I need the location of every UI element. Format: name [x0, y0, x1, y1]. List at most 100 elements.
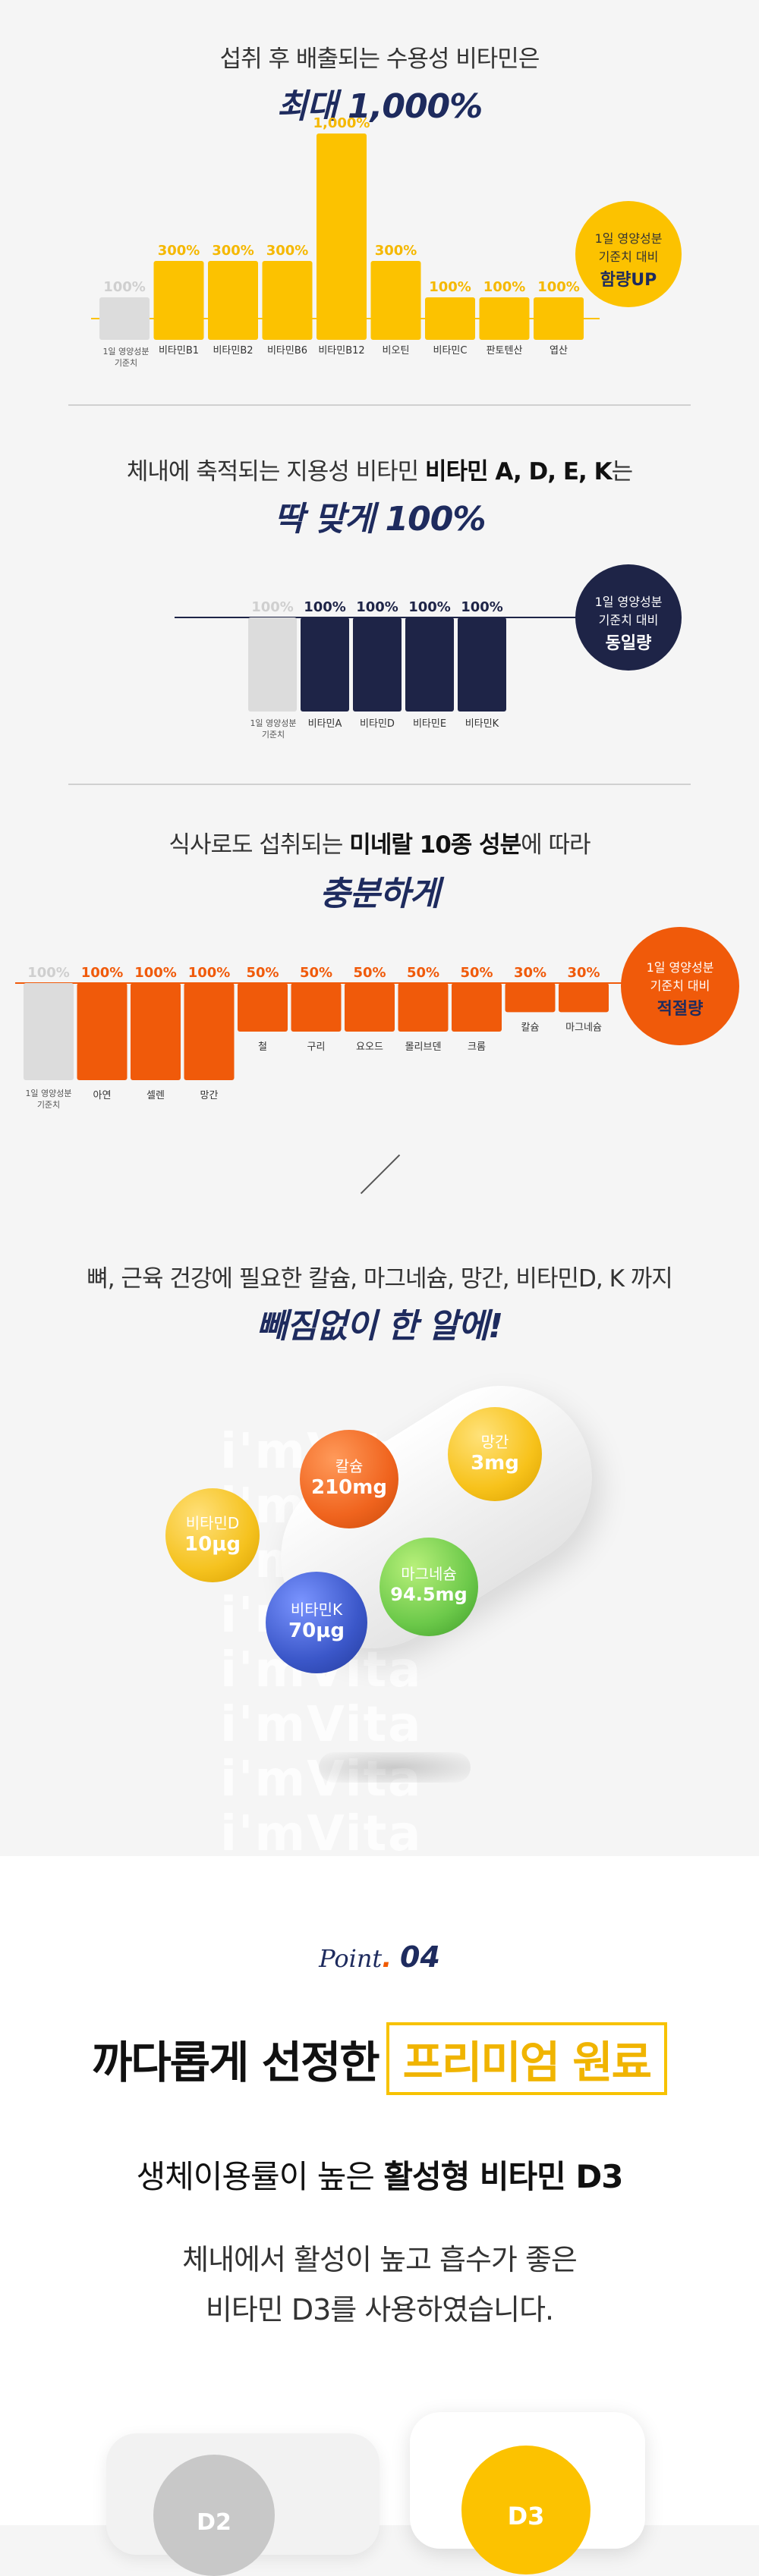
chart3-bar-10: [559, 983, 609, 1013]
chart3-category-2: 셀렌: [146, 1090, 165, 1101]
pill-shadow: [319, 1752, 471, 1783]
chart2-bar-1: [301, 617, 349, 712]
badge2-line1: 1일 영양성분: [594, 595, 663, 609]
section3-ref-label: 1일 영양성분 기준치: [11, 1088, 87, 1111]
ball-manganese-name: 망간: [480, 1433, 509, 1451]
chart1-bar-1: [153, 261, 204, 340]
chart2-value-label-1: 100%: [304, 599, 346, 615]
ref2-line1: 1일 영양성분: [250, 718, 297, 728]
badge3-line1: 1일 영양성분: [646, 960, 714, 975]
ball-vitamin-d-name: 비타민D: [185, 1514, 240, 1532]
section3-badge: 1일 영양성분 기준치 대비 적절량: [621, 927, 739, 1045]
ball-manganese-amount: 3mg: [471, 1452, 519, 1475]
premium-subtitle-bold: 활성형 비타민 D3: [383, 2158, 623, 2195]
chart1-category-1: 비타민B1: [159, 345, 199, 357]
chart3-bar-1: [77, 983, 128, 1080]
section2-headline: 딱 맞게 100%: [273, 500, 486, 539]
section3-intro-pre: 식사로도 섭취되는: [168, 831, 350, 859]
chart3-value-label-0: 100%: [27, 965, 70, 981]
chart1-value-label-3: 300%: [266, 243, 309, 259]
watermark-4b: i'mVita: [220, 1806, 423, 1862]
chart2-category-2: 비타민D: [360, 718, 395, 730]
section3-headline: 충분하게: [320, 875, 440, 913]
section5-background: [0, 1856, 759, 2525]
watermark-3b: i'mVita: [220, 1697, 423, 1753]
section3-intro: 식사로도 섭취되는 미네랄 10종 성분에 따라: [0, 825, 759, 859]
ball-calcium-amount: 210mg: [311, 1476, 387, 1499]
premium-subtitle-pre: 생체이용률이 높은: [136, 2158, 384, 2195]
premium-subtitle: 생체이용률이 높은 활성형 비타민 D3: [0, 2151, 759, 2197]
chart1-bar-3: [262, 261, 313, 340]
ref3-line1: 1일 영양성분: [25, 1089, 72, 1098]
section1-badge: 1일 영양성분 기준치 대비 함량UP: [575, 201, 682, 307]
d3-icon: D3: [461, 2446, 591, 2574]
chart2-category-3: 비타민E: [413, 718, 446, 730]
chart2-value-label-0: 100%: [251, 599, 294, 615]
section2-badge: 1일 영양성분 기준치 대비 동일량: [575, 564, 682, 671]
chart2-bar-0: [248, 617, 297, 712]
chart2-value-label-3: 100%: [408, 599, 451, 615]
point-label: Point. 04: [0, 1940, 759, 1974]
chart3-bar-6: [345, 983, 395, 1032]
chart3-value-label-10: 30%: [567, 965, 600, 981]
section1-intro: 섭취 후 배출되는 수용성 비타민은: [219, 46, 540, 73]
chart3-value-label-7: 50%: [407, 965, 439, 981]
ball-magnesium: 마그네슘 94.5mg: [380, 1538, 478, 1636]
section1-ref-label: 1일 영양성분 기준치: [88, 346, 164, 369]
chart2-value-label-2: 100%: [356, 599, 398, 615]
divider-2: [68, 784, 691, 785]
badge1-line3: 함량UP: [600, 271, 657, 290]
chart3-value-label-1: 100%: [81, 965, 124, 981]
chart3-bar-4: [238, 983, 288, 1032]
d2-icon-label: D2: [197, 2509, 231, 2536]
slash-divider-3: [360, 1154, 401, 1195]
chart3-value-label-5: 50%: [300, 965, 332, 981]
ref1-line1: 1일 영양성분: [102, 347, 150, 357]
badge1-line1: 1일 영양성분: [594, 231, 663, 246]
premium-title: 까다롭게 선정한 프리미엄 원료: [0, 2022, 759, 2095]
chart3-category-6: 요오드: [356, 1041, 383, 1053]
chart1-value-label-7: 100%: [483, 279, 526, 295]
chart2-bar-2: [353, 617, 402, 712]
chart3-category-7: 몰리브덴: [405, 1041, 442, 1053]
card-d2: D2: [106, 2433, 380, 2576]
chart1-category-4: 비타민B12: [318, 345, 364, 357]
chart3-bar-8: [452, 983, 502, 1032]
chart2-bar-3: [405, 617, 454, 712]
ball-vitamin-k-amount: 70μg: [288, 1619, 345, 1642]
chart3-value-label-6: 50%: [353, 965, 386, 981]
badge1-line2: 기준치 대비: [598, 250, 659, 264]
chart3-bar-3: [184, 983, 235, 1080]
badge2-line2: 기준치 대비: [598, 613, 659, 627]
section4-headline: 빼짐없이 한 알에!: [256, 1307, 503, 1346]
chart3-category-9: 칼슘: [521, 1022, 540, 1033]
chart2-bar-4: [458, 617, 506, 712]
chart3-value-label-2: 100%: [134, 965, 177, 981]
chart3-category-10: 마그네슘: [565, 1022, 602, 1033]
chart3-bar-5: [291, 983, 342, 1032]
premium-title-box: 프리미엄 원료: [386, 2022, 668, 2095]
chart1-category-2: 비타민B2: [213, 345, 253, 357]
chart2-category-4: 비타민K: [465, 718, 499, 730]
watermark-row-4: i'mVita i'mVita: [220, 1752, 630, 1861]
chart1-category-3: 비타민B6: [267, 345, 307, 357]
section2-intro-pre: 체내에 축적되는 지용성 비타민: [126, 458, 426, 485]
chart3-category-8: 크롬: [468, 1041, 486, 1053]
chart1-category-8: 엽산: [550, 345, 568, 357]
chart3-bar-2: [131, 983, 181, 1080]
chart1-bar-2: [208, 261, 258, 340]
ball-magnesium-amount: 94.5mg: [390, 1584, 468, 1605]
ref2-line2: 기준치: [261, 730, 285, 740]
chart1-bar-4: [317, 134, 367, 340]
premium-title-pre: 까다롭게 선정한: [91, 2037, 380, 2088]
section3-intro-post: 에 따라: [521, 831, 591, 859]
chart1-bar-6: [425, 297, 475, 340]
chart3-value-label-4: 50%: [246, 965, 279, 981]
section2-intro-bold: 비타민 A, D, E, K: [425, 458, 613, 485]
chart1-value-label-6: 100%: [429, 279, 471, 295]
badge3-line3: 적절량: [657, 1000, 704, 1019]
chart1-value-label-1: 300%: [158, 243, 200, 259]
point-number: 04: [400, 1940, 440, 1974]
ball-vitamin-d: 비타민D 10μg: [165, 1488, 260, 1582]
section2-intro: 체내에 축적되는 지용성 비타민 비타민 A, D, E, K는: [0, 452, 759, 486]
